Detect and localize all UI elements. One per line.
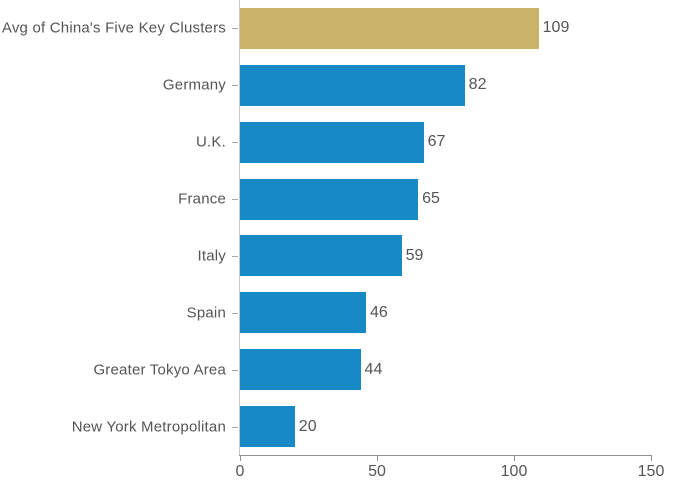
bar-value-label: 67 bbox=[427, 133, 446, 151]
category-tick-mark bbox=[232, 85, 238, 86]
bar bbox=[240, 349, 361, 391]
category-label: Greater Tokyo Area bbox=[93, 361, 226, 379]
bar bbox=[240, 292, 367, 334]
category-tick-mark bbox=[232, 313, 238, 314]
x-tick-label: 0 bbox=[235, 463, 245, 480]
x-tick-label: 50 bbox=[368, 463, 386, 480]
bar bbox=[240, 406, 295, 448]
bar bbox=[240, 64, 465, 106]
bar bbox=[240, 7, 539, 49]
category-label: Germany bbox=[162, 76, 226, 94]
bar-value-label: 20 bbox=[298, 417, 317, 435]
bar-value-label: 109 bbox=[542, 19, 570, 37]
x-axis-line bbox=[239, 455, 652, 456]
bar bbox=[240, 235, 402, 277]
category-tick-mark bbox=[232, 370, 238, 371]
bar bbox=[240, 178, 419, 220]
category-tick-mark bbox=[232, 199, 238, 200]
category-label: Avg of China's Five Key Clusters bbox=[1, 19, 226, 37]
y-axis-line bbox=[239, 0, 240, 456]
bar-value-label: 65 bbox=[422, 190, 440, 208]
category-tick-mark bbox=[232, 427, 238, 428]
category-label: New York Metropolitan bbox=[71, 418, 226, 436]
x-tick-label: 100 bbox=[500, 463, 528, 480]
x-tick-mark bbox=[377, 455, 378, 461]
category-label: Spain bbox=[186, 304, 226, 322]
category-label: U.K. bbox=[196, 133, 226, 151]
bar-value-label: 82 bbox=[468, 76, 487, 94]
bar bbox=[240, 121, 424, 163]
category-label: Italy bbox=[197, 247, 226, 265]
x-tick-mark bbox=[651, 455, 652, 461]
category-label: France bbox=[178, 190, 226, 208]
bar-value-label: 44 bbox=[364, 360, 383, 378]
category-tick-mark bbox=[232, 256, 238, 257]
x-tick-label: 150 bbox=[637, 463, 665, 480]
bar-value-label: 59 bbox=[405, 246, 424, 264]
category-tick-mark bbox=[232, 142, 238, 143]
x-tick-mark bbox=[240, 455, 241, 461]
bar-value-label: 46 bbox=[370, 303, 388, 321]
x-tick-mark bbox=[514, 455, 515, 461]
category-tick-mark bbox=[232, 28, 238, 29]
